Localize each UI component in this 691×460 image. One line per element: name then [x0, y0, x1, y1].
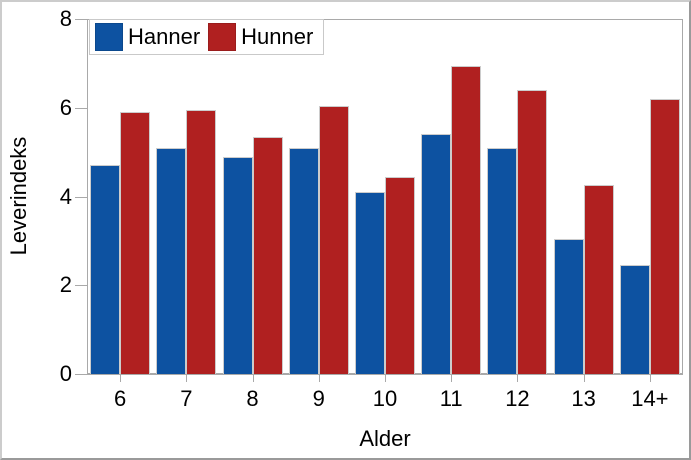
x-axis-tick — [186, 374, 188, 382]
y-axis-tick — [75, 196, 87, 198]
bar-hanner-13 — [553, 239, 584, 374]
y-axis-tick — [75, 285, 87, 287]
bar-hanner-8 — [222, 157, 253, 374]
bar-hanner-14plus — [619, 265, 650, 374]
x-axis-tick — [649, 374, 651, 382]
bar-hunner-6 — [120, 112, 151, 374]
bar-hunner-12 — [517, 90, 548, 374]
y-axis-tick-label: 0 — [59, 361, 72, 386]
x-axis-tick-label: 12 — [505, 386, 530, 411]
x-axis-tick-label: 14+ — [631, 386, 669, 411]
bar-hanner-7 — [156, 148, 187, 374]
y-axis-tick — [75, 107, 87, 109]
bar-hunner-13 — [583, 185, 614, 374]
y-axis-tick-label: 6 — [59, 94, 72, 120]
x-axis-tick — [252, 374, 254, 382]
x-axis-title-text: Alder — [359, 426, 411, 451]
legend-item-hunner: Hunner — [208, 23, 313, 51]
x-axis-tick — [451, 374, 453, 382]
x-axis-tick-label: 13 — [571, 386, 596, 411]
x-axis-tick — [120, 374, 122, 382]
x-axis-tick-label: 9 — [312, 386, 325, 411]
bar-hunner-10 — [385, 177, 415, 374]
bar-hanner-11 — [421, 134, 452, 374]
x-axis-tick-label: 8 — [246, 386, 259, 411]
x-axis-tick — [318, 374, 320, 382]
bar-hunner-9 — [318, 106, 349, 374]
legend: Hanner Hunner — [89, 19, 325, 55]
bar-hanner-12 — [487, 148, 518, 374]
y-axis-tick-label: 8 — [59, 6, 72, 31]
x-axis-tick — [385, 374, 386, 382]
x-axis-tick — [517, 374, 519, 382]
bar-hanner-10 — [355, 192, 385, 374]
legend-label: Hanner — [128, 24, 201, 49]
y-axis-tick-label: 4 — [59, 183, 72, 209]
legend-item-hanner: Hanner — [95, 23, 200, 51]
x-axis-title: Alder — [285, 426, 485, 452]
x-axis-tick-label: 11 — [439, 386, 463, 411]
legend-swatch-hanner — [95, 23, 123, 51]
bar-hunner-8 — [252, 137, 283, 374]
bar-hanner-9 — [288, 148, 319, 374]
bar-hunner-7 — [186, 110, 217, 374]
bar-hunner-11 — [451, 66, 482, 374]
x-axis-tick-label: 7 — [180, 386, 193, 411]
x-axis-tick — [583, 374, 585, 382]
legend-swatch-hunner — [208, 23, 237, 51]
y-axis-tick-label: 2 — [59, 272, 72, 298]
bar-hunner-14plus — [649, 99, 680, 374]
y-axis-tick — [75, 19, 87, 20]
y-axis-tick — [75, 374, 87, 375]
bar-hanner-6 — [90, 165, 121, 374]
x-axis-line — [87, 374, 683, 375]
legend-label: Hunner — [241, 24, 314, 49]
x-axis-tick-label: 6 — [113, 386, 127, 411]
x-axis-tick-label: 10 — [372, 386, 398, 411]
